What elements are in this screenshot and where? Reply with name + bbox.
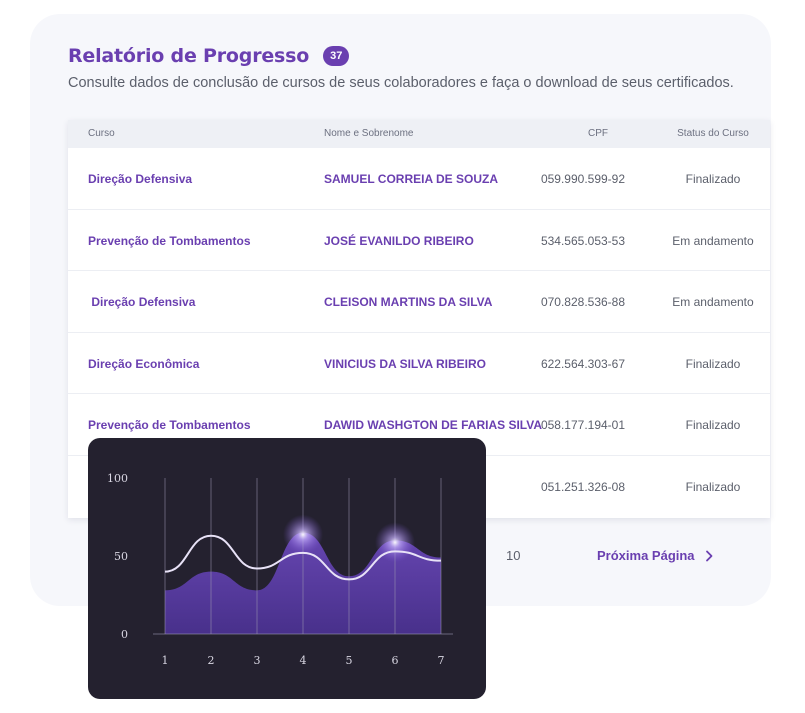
cpf-cell: 059.990.599-92	[540, 172, 626, 186]
count-badge: 37	[323, 46, 350, 66]
course-cell: Direção Defensiva	[88, 172, 193, 186]
chart-panel: 0 50 100 1 2 3 4 5 6 7	[88, 438, 486, 699]
cpf-cell: 622.564.303-67	[540, 356, 626, 371]
cpf-cell: 051.251.326-08	[540, 479, 626, 494]
page-number-last[interactable]: 10	[506, 548, 521, 563]
cpf-cell: 070.828.536-88	[540, 295, 626, 309]
column-header-status[interactable]: Status do Curso	[677, 128, 749, 139]
x-tick-label: 4	[300, 654, 307, 667]
y-tick-label: 0	[121, 628, 128, 641]
x-tick-label: 5	[346, 654, 353, 667]
glow-point	[283, 514, 323, 555]
next-page-label: Próxima Página	[597, 548, 695, 563]
x-tick-label: 6	[392, 654, 399, 667]
name-cell: CLEISON MARTINS DA SILVA	[324, 295, 493, 309]
line-chart: 0 50 100 1 2 3 4 5 6 7	[107, 472, 453, 667]
x-tick-label: 7	[438, 654, 445, 667]
column-header-course[interactable]: Curso	[88, 128, 115, 139]
table-row[interactable]: Direção Econômica VINICIUS DA SILVA RIBE…	[68, 333, 770, 394]
table-row[interactable]: Prevenção de Tombamentos JOSÉ EVANILDO R…	[68, 210, 770, 271]
line-series	[164, 534, 442, 581]
x-tick-label: 3	[254, 654, 261, 667]
table-header: Curso Nome e Sobrenome CPF Status do Cur…	[68, 120, 770, 148]
table-row[interactable]: Direção Defensiva CLEISON MARTINS DA SIL…	[68, 271, 770, 333]
name-cell: VINICIUS DA SILVA RIBEIRO	[324, 356, 487, 371]
status-cell: Em andamento	[672, 295, 754, 309]
course-cell: Prevenção de Tombamentos	[88, 418, 251, 432]
status-cell: Finalizado	[685, 356, 741, 371]
page-title: Relatório de Progresso	[68, 45, 310, 67]
x-tick-label: 2	[208, 654, 215, 667]
course-cell: Prevenção de Tombamentos	[88, 233, 251, 248]
column-header-name[interactable]: Nome e Sobrenome	[324, 128, 414, 139]
status-cell: Finalizado	[685, 172, 741, 186]
column-header-cpf[interactable]: CPF	[588, 128, 608, 139]
course-cell: Direção Defensiva	[88, 295, 196, 309]
y-tick-label: 100	[107, 472, 128, 485]
page-subtitle: Consulte dados de conclusão de cursos de…	[68, 75, 734, 91]
chevron-right-icon	[705, 550, 712, 561]
table-row[interactable]: 051.251.326-08 Finalizado	[68, 456, 770, 518]
header: Relatório de Progresso 37	[68, 45, 350, 67]
cpf-cell: 534.565.053-53	[540, 233, 626, 248]
x-tick-label: 1	[162, 654, 169, 667]
status-cell: Em andamento	[672, 233, 754, 248]
status-cell: Finalizado	[685, 418, 741, 432]
table-row[interactable]: Direção Defensiva SAMUEL CORREIA DE SOUZ…	[68, 148, 770, 210]
name-cell: DAWID WASHGTON DE FARIAS SILVA	[324, 418, 543, 432]
status-cell: Finalizado	[685, 479, 741, 494]
course-cell: Direção Econômica	[88, 356, 200, 371]
y-tick-label: 50	[114, 550, 128, 563]
cpf-cell: 058.177.194-01	[540, 418, 626, 432]
next-page-button[interactable]: Próxima Página	[597, 548, 713, 563]
name-cell: SAMUEL CORREIA DE SOUZA	[324, 172, 499, 186]
name-cell: JOSÉ EVANILDO RIBEIRO	[324, 233, 474, 248]
